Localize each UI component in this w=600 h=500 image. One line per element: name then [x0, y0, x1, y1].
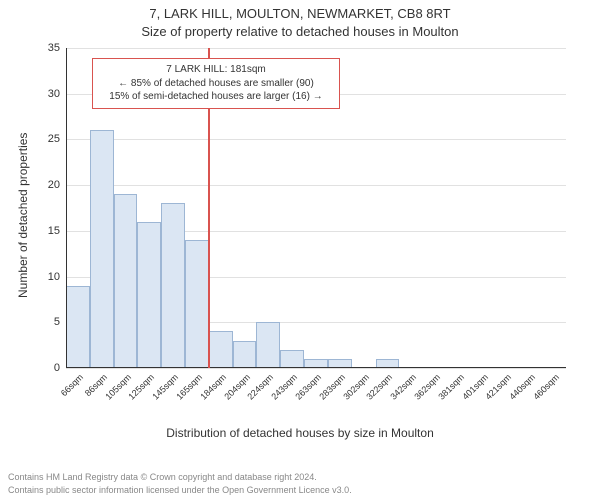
x-tick-label: 66sqm — [59, 372, 85, 398]
histogram-bar — [185, 240, 209, 368]
x-tick-label: 381sqm — [436, 372, 466, 402]
x-tick-label: 283sqm — [317, 372, 347, 402]
histogram-bar — [233, 341, 257, 368]
x-tick-label: 440sqm — [508, 372, 538, 402]
credits-line1: Contains HM Land Registry data © Crown c… — [8, 472, 317, 482]
page: 7, LARK HILL, MOULTON, NEWMARKET, CB8 8R… — [0, 0, 600, 500]
x-tick-label: 165sqm — [174, 372, 204, 402]
histogram-bar — [161, 203, 185, 368]
callout-line2: ← 85% of detached houses are smaller (90… — [101, 77, 331, 91]
histogram-bar — [90, 130, 114, 368]
histogram-bar — [209, 331, 233, 368]
histogram-bar — [280, 350, 304, 368]
y-tick-label: 35 — [48, 42, 60, 54]
y-tick-label: 5 — [54, 316, 60, 328]
x-axis-label: Distribution of detached houses by size … — [0, 426, 600, 440]
x-tick-label: 184sqm — [198, 372, 228, 402]
x-tick-label: 342sqm — [389, 372, 419, 402]
histogram-bar — [137, 222, 161, 368]
page-title-line2: Size of property relative to detached ho… — [0, 24, 600, 39]
callout-line1: 7 LARK HILL: 181sqm — [101, 63, 331, 77]
callout-box: 7 LARK HILL: 181sqm ← 85% of detached ho… — [92, 58, 340, 109]
histogram-bar — [66, 286, 90, 368]
x-tick-label: 243sqm — [270, 372, 300, 402]
page-title-line1: 7, LARK HILL, MOULTON, NEWMARKET, CB8 8R… — [0, 6, 600, 21]
y-tick-label: 15 — [48, 225, 60, 237]
y-tick-label: 25 — [48, 133, 60, 145]
gridline — [66, 48, 566, 49]
y-axis-label: Number of detached properties — [16, 132, 30, 297]
y-axis-line — [66, 48, 67, 368]
histogram-bar — [256, 322, 280, 368]
y-tick-label: 30 — [48, 88, 60, 100]
y-tick-label: 0 — [54, 362, 60, 374]
y-tick-label: 20 — [48, 179, 60, 191]
x-axis-line — [66, 367, 566, 368]
callout-line3: 15% of semi-detached houses are larger (… — [101, 90, 331, 104]
y-tick-label: 10 — [48, 271, 60, 283]
x-tick-label: 145sqm — [150, 372, 180, 402]
x-tick-label: 460sqm — [531, 372, 561, 402]
gridline — [66, 185, 566, 186]
histogram-bar — [114, 194, 138, 368]
credits-line2: Contains public sector information licen… — [8, 485, 352, 495]
x-tick-label: 362sqm — [412, 372, 442, 402]
x-tick-label: 263sqm — [293, 372, 323, 402]
gridline — [66, 368, 566, 369]
gridline — [66, 139, 566, 140]
